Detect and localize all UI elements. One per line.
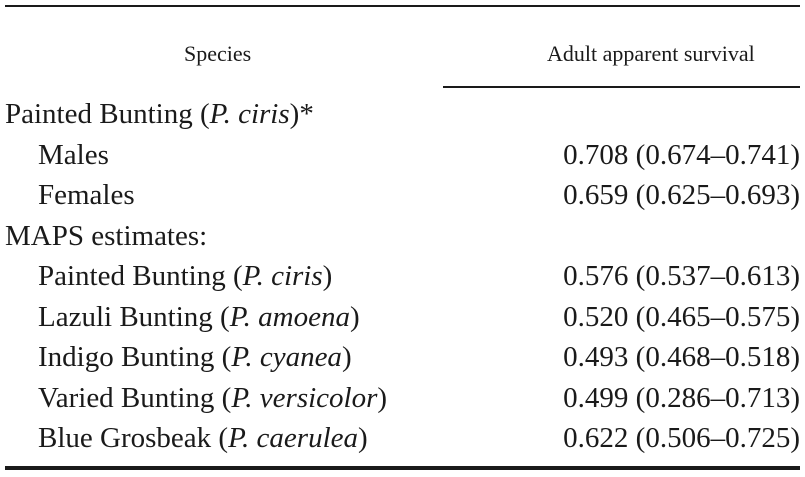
table-row: Males 0.708 (0.674–0.741) xyxy=(0,137,805,177)
table-row: Varied Bunting (P. versicolor) 0.499 (0.… xyxy=(0,380,805,420)
row-label: Blue Grosbeak (P. caerulea) xyxy=(38,422,368,454)
row-label: Varied Bunting (P. versicolor) xyxy=(38,382,388,414)
table-row: MAPS estimates: xyxy=(0,218,805,258)
row-value: 0.708 (0.674–0.741) xyxy=(563,139,800,171)
table-row: Indigo Bunting (P. cyanea) 0.493 (0.468–… xyxy=(0,339,805,379)
row-label: Painted Bunting (P. ciris) xyxy=(38,260,333,292)
row-label: Females xyxy=(38,179,135,211)
row-value: 0.499 (0.286–0.713) xyxy=(563,382,800,414)
row-value: 0.493 (0.468–0.518) xyxy=(563,341,800,373)
bottom-rule xyxy=(5,466,800,470)
row-label: Males xyxy=(38,139,109,171)
table-row: Females 0.659 (0.625–0.693) xyxy=(0,177,805,217)
row-value: 0.622 (0.506–0.725) xyxy=(563,422,800,454)
row-value: 0.659 (0.625–0.693) xyxy=(563,179,800,211)
top-rule xyxy=(5,5,800,7)
row-value: 0.520 (0.465–0.575) xyxy=(563,301,800,333)
row-label: Lazuli Bunting (P. amoena) xyxy=(38,301,360,333)
row-label: Painted Bunting (P. ciris)* xyxy=(5,98,314,130)
header-rule xyxy=(443,86,800,88)
row-value: 0.576 (0.537–0.613) xyxy=(563,260,800,292)
table-row: Lazuli Bunting (P. amoena) 0.520 (0.465–… xyxy=(0,299,805,339)
header-survival: Adult apparent survival xyxy=(547,41,755,66)
header-species: Species xyxy=(184,41,252,66)
table-row: Painted Bunting (P. ciris)* xyxy=(0,96,805,136)
row-label: MAPS estimates: xyxy=(5,220,208,252)
table-row: Blue Grosbeak (P. caerulea) 0.622 (0.506… xyxy=(0,420,805,460)
row-label: Indigo Bunting (P. cyanea) xyxy=(38,341,352,373)
table-row: Painted Bunting (P. ciris) 0.576 (0.537–… xyxy=(0,258,805,298)
